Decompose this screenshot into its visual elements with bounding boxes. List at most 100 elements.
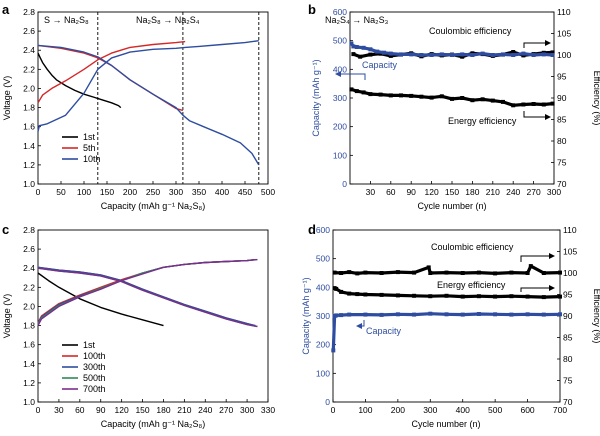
point-energy-efficiency [480, 97, 485, 102]
panel-d: d 0 100 200 300 400 500 600 700 0 100 200 300 400 500… [301, 222, 600, 429]
point-capacity [363, 312, 368, 317]
panel-b-label: b [308, 2, 316, 17]
panel-c-xlabel: Capacity (mAh g⁻¹ Na₂S₈) [101, 419, 206, 429]
x-tick-label: 700 [553, 405, 567, 415]
point-capacity [490, 53, 495, 57]
series-10th-charge-line [37, 40, 259, 132]
point-capacity [493, 312, 498, 317]
y-tick-label: 1.4 [23, 141, 35, 151]
y-tick-label: 2.6 [23, 244, 35, 254]
panel-d-arrowhead-coulombic [549, 253, 555, 259]
point-coulombic-efficiency [528, 264, 533, 269]
y-tick-label: 1.0 [23, 179, 35, 189]
point-energy-efficiency [368, 92, 373, 97]
y-right-tick-label: 100 [563, 268, 577, 278]
panel-d-ticks: 0 100 200 300 400 500 600 700 0 100 200 300 400 500 60… [316, 225, 578, 415]
x-tick-label: 30 [54, 405, 64, 415]
point-energy-efficiency [379, 292, 384, 297]
point-capacity [525, 312, 530, 317]
panel-a: a 0 50 100 150 200 250 300 350 400 450 5001.01.21.… [2, 2, 389, 211]
point-coulombic-efficiency [388, 53, 393, 58]
point-energy-efficiency [541, 295, 546, 300]
panel-d-annotation-energy: Energy efficiency [437, 280, 506, 290]
point-energy-efficiency [347, 291, 352, 296]
legend-label: 700th [83, 384, 106, 394]
point-capacity [460, 52, 465, 57]
point-coulombic-efficiency [347, 270, 352, 275]
series-1st-discharge-line [37, 52, 122, 109]
panel-b-arrowhead-coulombic [545, 40, 551, 46]
y-tick-label: 1.4 [23, 359, 35, 369]
x-tick-label: 240 [506, 187, 520, 197]
x-tick-label: 150 [135, 405, 149, 415]
y-tick-label: 2.8 [23, 225, 35, 235]
point-capacity [347, 312, 352, 317]
point-energy-efficiency [363, 292, 368, 297]
point-coulombic-efficiency [358, 54, 363, 59]
point-capacity [476, 312, 481, 316]
point-capacity [339, 313, 344, 318]
x-tick-label: 150 [100, 187, 114, 197]
point-capacity [460, 312, 465, 317]
y-tick-label: 300 [333, 93, 347, 103]
point-energy-efficiency [521, 102, 526, 107]
panel-d-annotation-capacity: Capacity [366, 326, 402, 336]
x-tick-label: 180 [156, 405, 170, 415]
y-right-tick-label: 90 [557, 93, 567, 103]
point-energy-efficiency [388, 93, 393, 98]
legend-label: 500th [83, 373, 106, 383]
point-energy-efficiency [409, 93, 414, 98]
point-capacity [429, 53, 434, 57]
point-energy-efficiency [450, 96, 454, 101]
panel-a-ticks: 0 50 100 150 200 250 300 350 400 450 500 1.0 1.2 1.4 1… [23, 7, 275, 197]
x-tick-label: 0 [331, 405, 336, 415]
y-tick-label: 2.2 [23, 64, 35, 74]
panel-b-points [349, 41, 555, 108]
y-right-tick-label: 85 [557, 115, 567, 125]
point-energy-efficiency [355, 292, 360, 297]
y-tick-label: 1.6 [23, 122, 35, 132]
y-tick-label: 2.2 [23, 282, 35, 292]
series-1st-discharge-line [37, 272, 164, 327]
y-tick-label: 200 [316, 340, 330, 350]
y-tick-label: 300 [316, 311, 330, 321]
point-coulombic-efficiency [460, 54, 465, 59]
series-5th-charge-line [37, 40, 186, 104]
point-coulombic-efficiency [476, 270, 481, 275]
y-tick-label: 600 [316, 225, 330, 235]
x-tick-label: 400 [215, 187, 229, 197]
panel-c-label: c [2, 222, 9, 237]
y-right-tick-label: 95 [557, 72, 567, 82]
point-capacity [550, 53, 555, 57]
panel-d-points [331, 264, 562, 353]
panel-b-arrow-capacity [337, 73, 366, 80]
point-coulombic-efficiency [444, 270, 449, 275]
y-tick-label: 2.0 [23, 301, 35, 311]
panel-d-ylabel-right: Efficiency (%) [592, 289, 600, 344]
panel-a-stage-label-2: Na₂S₈ → Na₂S₄ [136, 15, 200, 25]
point-coulombic-efficiency [558, 270, 562, 275]
x-tick-label: 120 [115, 405, 129, 415]
x-tick-label: 0 [36, 187, 41, 197]
point-coulombic-efficiency [412, 270, 417, 275]
y-right-tick-label: 75 [557, 158, 567, 168]
x-tick-label: 50 [56, 187, 66, 197]
panel-a-stage-dividers [97, 12, 260, 184]
point-capacity [419, 53, 424, 57]
point-coulombic-efficiency [511, 50, 516, 54]
point-capacity [388, 51, 393, 56]
panel-c-ylabel: Voltage (V) [2, 294, 12, 339]
y-right-tick-label: 100 [557, 50, 571, 60]
y-tick-label: 1.6 [23, 340, 35, 350]
panel-d-arrow-energy [520, 287, 553, 292]
point-capacity [349, 41, 354, 46]
point-coulombic-efficiency [355, 271, 360, 276]
y-right-tick-label: 110 [563, 225, 577, 235]
y-tick-label: 0 [342, 179, 347, 189]
panel-b-annotation-arrows [335, 40, 551, 120]
point-capacity [368, 47, 373, 52]
x-tick-label: 60 [75, 405, 85, 415]
point-capacity [399, 52, 403, 57]
